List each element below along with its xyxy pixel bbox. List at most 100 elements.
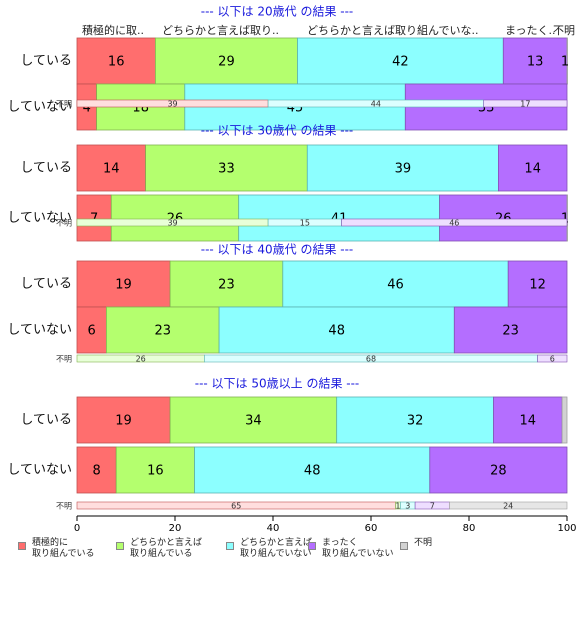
row-label: していない [7,211,72,226]
bar-segment [106,306,220,354]
row-label: していない [7,463,72,478]
unknown-segment [483,99,568,108]
bar-segment [561,396,568,444]
legend: 積極的に 取り組んでいる どちらかと言えば 取り組んでいる どちらかと言えば 取り組… [18,538,578,568]
bar-value-label: 14 [103,162,120,177]
bar-segment [218,306,455,354]
bar-segment [566,194,568,242]
bar-segment [76,306,107,354]
legend-label: どちらかと言えば 取り組んでいない [240,538,313,559]
bar-value-label: 14 [524,162,541,177]
legend-label: どちらかと言えば 取り組んでいる [130,538,203,559]
row-label: している [20,54,72,69]
unknown-value-label: 17 [520,100,530,109]
legend-label: 不明 [414,538,433,548]
header-label: どちらかと言えば取り組んでいな.. [307,24,478,37]
unknown-row-label: 不明 [56,219,72,228]
unknown-segment [537,354,568,363]
bar-segment [297,37,504,85]
bar-value-label: 16 [147,464,164,479]
bar-value-label: 23 [218,278,235,293]
bar-value-label: 46 [387,278,404,293]
row-label: している [20,161,72,176]
unknown-value-label: 39 [167,100,177,109]
bar-segment [502,37,568,85]
bar-value-label: 32 [407,414,424,429]
x-tick-label: 80 [463,523,476,534]
panel-title: --- 以下は 30歳代 の結果 --- [201,124,354,138]
unknown-value-label: 68 [366,355,376,364]
unknown-value-label: 39 [167,219,177,228]
bar-segment [110,194,240,242]
bar-value-label: 23 [502,324,519,339]
bar-segment [76,446,117,494]
bar-value-label: 14 [520,414,537,429]
bar-value-label: 48 [304,464,321,479]
panel-title: --- 以下は 40歳代 の結果 --- [201,243,354,257]
bar-value-label: 6 [88,324,96,339]
bar-segment [306,144,499,192]
legend-swatch [400,542,408,550]
bar-segment [115,446,195,494]
bar-segment [76,194,112,242]
bar-segment [169,396,338,444]
bar-value-label: 13 [527,55,544,70]
bar-segment [453,306,568,354]
bar-value-label: 4 [83,101,91,116]
x-tick-label: 0 [74,523,80,534]
bar-segment [76,37,156,85]
legend-swatch [308,542,316,550]
bar-segment [76,396,171,444]
unknown-value-label: 44 [371,100,381,109]
bar-segment [282,260,509,308]
row-label: していない [7,100,72,115]
bar-segment [439,194,568,242]
bar-value-label: 23 [154,324,171,339]
unknown-segment [449,501,568,510]
x-tick-label: 60 [365,523,378,534]
bar-value-label: 39 [395,162,412,177]
bar-value-label: 12 [529,278,546,293]
bar-value-label: 19 [115,278,132,293]
bar-value-label: 42 [392,55,409,70]
bar-value-label: 34 [245,414,262,429]
bar-segment [238,194,440,242]
header-label: まったく.. [505,24,556,37]
panel-title: --- 以下は 20歳代 の結果 --- [201,5,354,19]
panel-title: --- 以下は 50歳以上 の結果 --- [195,377,360,391]
unknown-row-label: 不明 [56,502,72,511]
header-label: 積極的に取.. [82,23,144,37]
legend-swatch [116,542,124,550]
unknown-value-label: 3 [405,502,410,511]
bar-value-label: 8 [92,464,100,479]
x-tick-label: 100 [557,523,576,534]
bar-segment [493,396,563,444]
legend-swatch [18,542,26,550]
bar-segment [497,144,568,192]
bar-segment [145,144,308,192]
bar-value-label: 19 [115,414,132,429]
unknown-value-label: 6 [550,355,555,364]
unknown-value-label: 1 [395,502,400,511]
bar-value-label: 48 [328,324,345,339]
header-label: 不明 [553,24,575,37]
unknown-value-label: 46 [449,219,459,228]
unknown-value-label: 7 [430,502,435,511]
unknown-row-label: 不明 [56,100,72,109]
legend-label: 積極的に 取り組んでいる [32,538,95,559]
unknown-segment [341,218,568,227]
bar-segment [76,144,146,192]
bar-segment [336,396,494,444]
unknown-value-label: 15 [300,219,310,228]
unknown-value-label: 24 [503,502,513,511]
row-label: していない [7,323,72,338]
header-label: どちらかと言えば取り.. [162,24,279,37]
unknown-value-label: 26 [136,355,146,364]
legend-label: まったく 取り組んでいない [322,538,394,559]
bar-segment [429,446,568,494]
bar-value-label: 29 [218,55,235,70]
bar-value-label: 1 [561,55,569,70]
bar-segment [194,446,431,494]
bar-value-label: 16 [108,55,125,70]
